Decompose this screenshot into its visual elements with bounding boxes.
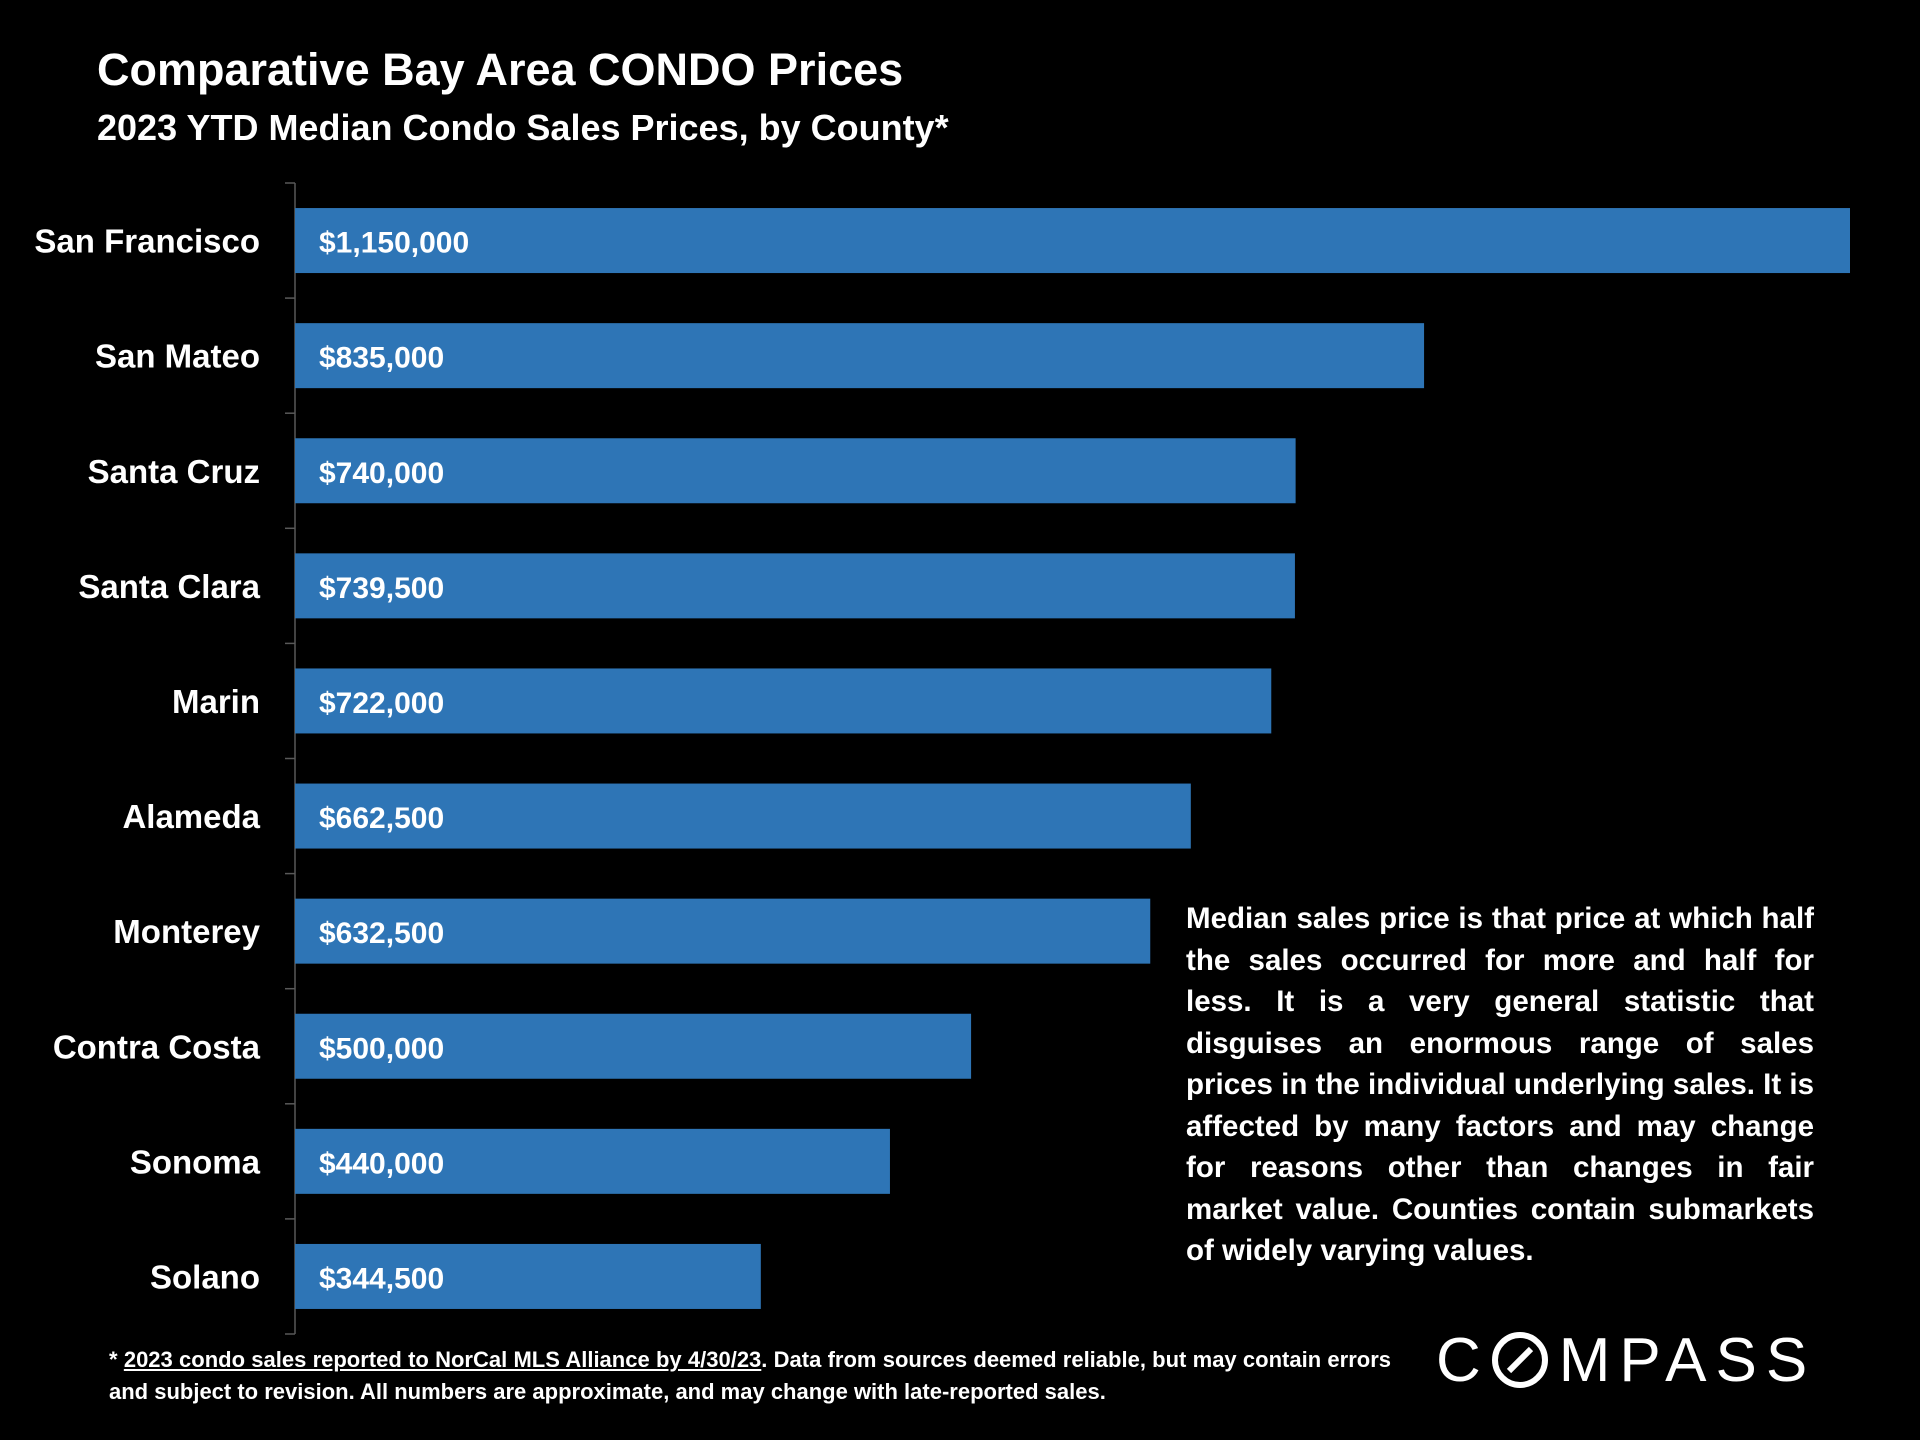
logo-text-start: C xyxy=(1436,1325,1490,1395)
category-label: Santa Clara xyxy=(78,568,260,605)
bar-santa-cruz xyxy=(295,438,1296,504)
median-note: Median sales price is that price at whic… xyxy=(1186,902,1814,1267)
category-label: Contra Costa xyxy=(53,1028,261,1065)
category-label: Sonoma xyxy=(130,1143,261,1180)
compass-logo: C MPASS xyxy=(1436,1320,1816,1400)
data-label: $835,000 xyxy=(319,342,444,375)
chart-subtitle: 2023 YTD Median Condo Sales Prices, by C… xyxy=(97,107,949,148)
data-label: $632,500 xyxy=(319,917,444,950)
category-label: Solano xyxy=(150,1258,260,1295)
compass-o-icon xyxy=(1491,1332,1548,1388)
bar-santa-clara xyxy=(295,553,1295,619)
data-label: $740,000 xyxy=(319,457,444,490)
data-label: $739,500 xyxy=(319,572,444,605)
category-label: Alameda xyxy=(122,798,260,835)
footnote-source-link[interactable]: 2023 condo sales reported to NorCal MLS … xyxy=(123,1347,762,1372)
data-label: $722,000 xyxy=(319,687,444,720)
category-label: Santa Cruz xyxy=(88,453,260,490)
category-label: Monterey xyxy=(113,913,260,950)
footnote: * 2023 condo sales reported to NorCal ML… xyxy=(109,1344,1391,1408)
logo-text-end: MPASS xyxy=(1558,1325,1817,1395)
bar-monterey xyxy=(295,898,1151,964)
chart-title: Comparative Bay Area CONDO Prices xyxy=(97,44,904,95)
bar-alameda xyxy=(295,783,1191,849)
data-label: $662,500 xyxy=(319,802,444,835)
footnote-marker: * xyxy=(109,1347,118,1372)
bar-marin xyxy=(295,668,1272,734)
category-label: Marin xyxy=(172,683,260,720)
category-label: San Francisco xyxy=(34,223,260,260)
bar-solano xyxy=(295,1243,761,1309)
data-label: $440,000 xyxy=(319,1147,444,1180)
footnote-text: . Data from sources deemed reliable, but… xyxy=(109,1347,1391,1404)
bar-sonoma xyxy=(295,1128,890,1194)
data-label: $344,500 xyxy=(319,1262,444,1295)
data-label: $1,150,000 xyxy=(319,227,469,260)
category-label: San Mateo xyxy=(95,338,260,375)
bar-san-francisco xyxy=(295,208,1850,274)
data-label: $500,000 xyxy=(319,1032,444,1065)
bar-san-mateo xyxy=(295,323,1425,389)
bar-contra-costa xyxy=(295,1013,972,1079)
